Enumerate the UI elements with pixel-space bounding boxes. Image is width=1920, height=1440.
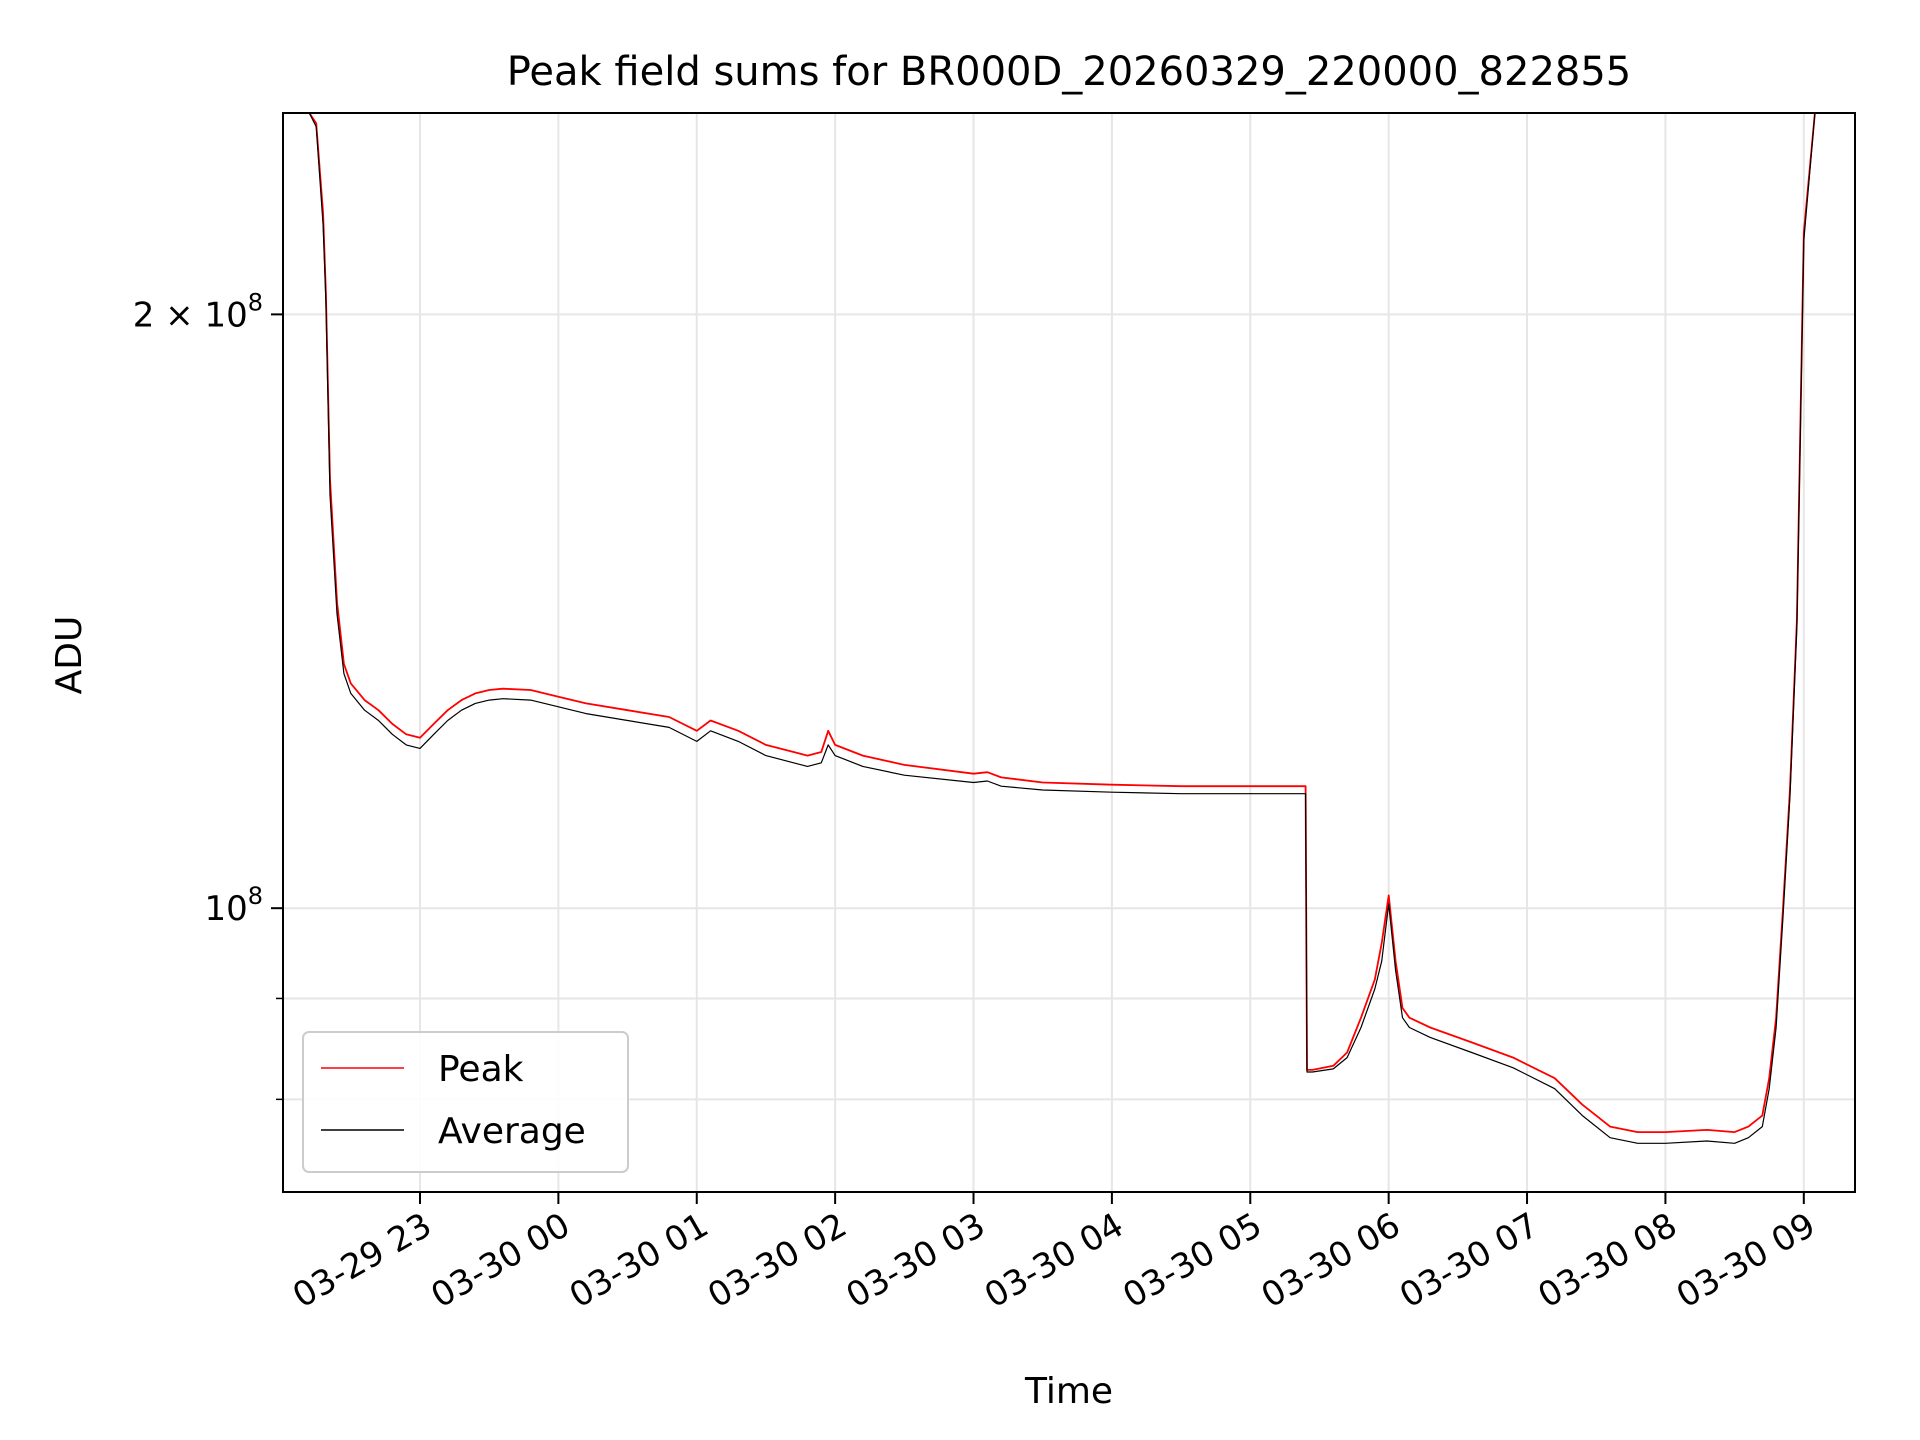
grid-layer	[283, 113, 1855, 1192]
y-tick-label: 108	[204, 882, 263, 929]
y-tick-label: 2 × 108	[133, 288, 263, 335]
y-axis-label: ADU	[49, 616, 90, 695]
series-line-peak	[283, 113, 1855, 1133]
x-axis-label: Time	[1024, 1371, 1113, 1412]
series-line-average	[283, 113, 1855, 1144]
series-layer	[283, 113, 1855, 1144]
legend-label-average: Average	[438, 1111, 586, 1152]
plot-frame	[282, 112, 1856, 1193]
legend: Peak Average	[302, 1031, 629, 1173]
legend-box	[302, 1031, 629, 1173]
y-axis: 2 × 108 108	[133, 288, 283, 1101]
chart-title: Peak field sums for BR000D_20260329_2200…	[507, 49, 1632, 95]
legend-label-peak: Peak	[438, 1049, 524, 1090]
